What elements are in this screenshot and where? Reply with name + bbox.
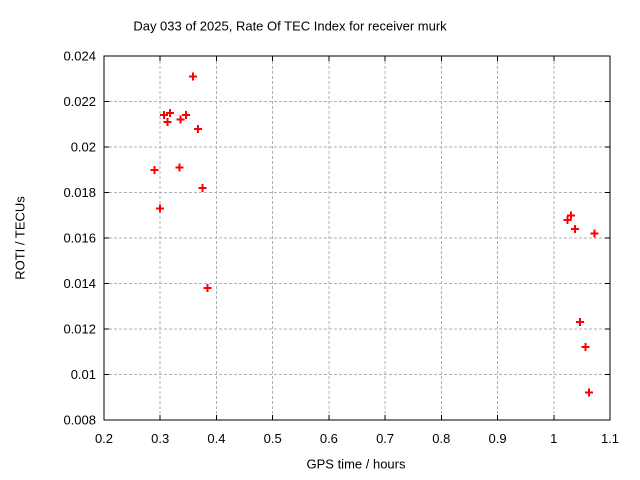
x-tick-label: 0.2 (95, 431, 113, 446)
y-tick-label: 0.022 (63, 94, 96, 109)
x-tick-label: 0.8 (432, 431, 450, 446)
x-tick-label: 1 (550, 431, 557, 446)
chart-title: Day 033 of 2025, Rate Of TEC Index for r… (133, 18, 447, 34)
x-tick-label: 0.3 (151, 431, 169, 446)
y-tick-label: 0.014 (63, 276, 96, 291)
y-tick-label: 0.008 (63, 413, 96, 428)
y-tick-label: 0.02 (71, 140, 96, 155)
y-tick-label: 0.01 (71, 367, 96, 382)
y-tick-label: 0.016 (63, 231, 96, 246)
plot-border (103, 55, 611, 421)
x-tick-label: 0.7 (376, 431, 394, 446)
y-tick-label: 0.012 (63, 322, 96, 337)
x-tick-label: 0.6 (320, 431, 338, 446)
y-tick-label: 0.018 (63, 185, 96, 200)
x-tick-label: 0.9 (489, 431, 507, 446)
x-axis-title: GPS time / hours (306, 456, 406, 472)
x-tick-label: 1.1 (601, 431, 619, 446)
x-tick-label: 0.4 (207, 431, 225, 446)
x-tick-label: 0.5 (264, 431, 282, 446)
y-tick-label: 0.024 (63, 49, 96, 64)
